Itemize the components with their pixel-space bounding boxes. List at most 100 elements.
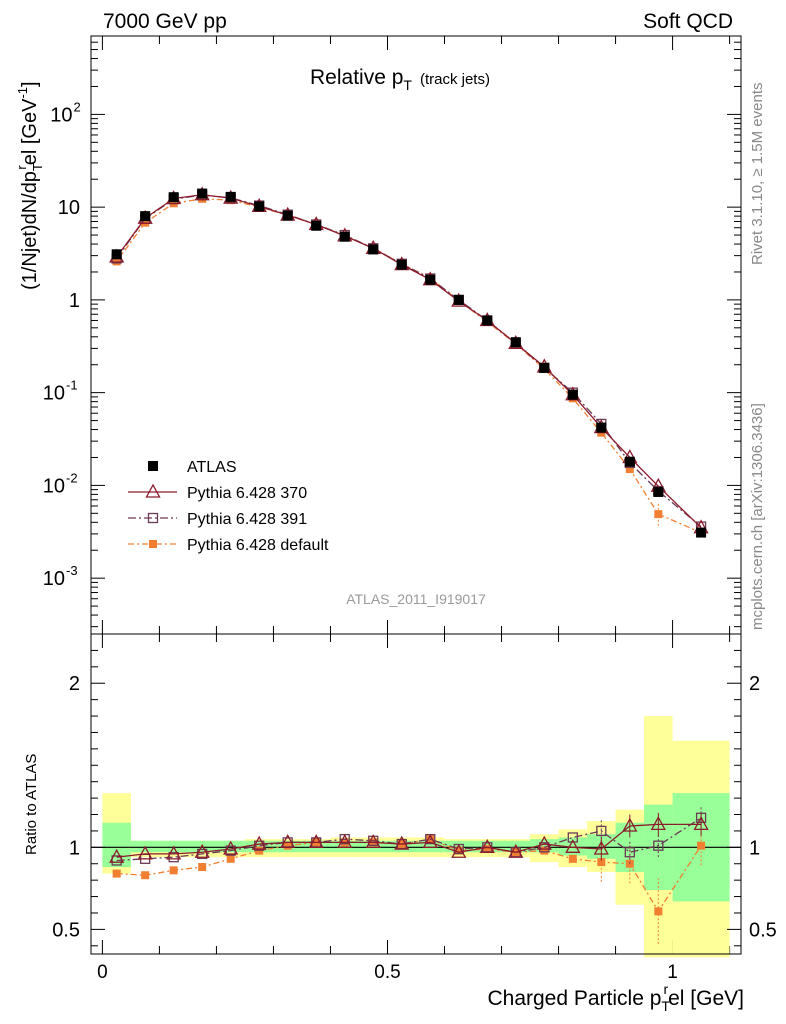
series-pythia-6-428-370 (109, 186, 709, 534)
legend-label: Pythia 6.428 default (187, 537, 329, 554)
uncertainty-band-green (558, 837, 588, 856)
ratio-point (198, 863, 207, 872)
data-point (396, 259, 407, 270)
ratio-point (394, 835, 410, 850)
ratio-point (539, 842, 550, 853)
ratio-y-tick-label-left: 2 (69, 673, 80, 695)
legend-item: Pythia 6.428 391 (128, 511, 307, 528)
ratio-y-label: Ratio to ATLAS (23, 754, 40, 855)
data-point (311, 220, 322, 231)
y-tick-label: 10 (43, 475, 65, 497)
ratio-point (508, 843, 524, 858)
ratio-point (536, 835, 552, 850)
ratio-point (451, 843, 467, 858)
mcplots-label: mcplots.cern.ch [arXiv:1306.3436] (749, 403, 766, 630)
ratio-pythia-6-428-370 (109, 812, 709, 863)
ratio-point (194, 843, 210, 858)
ratio-point (479, 838, 495, 853)
legend-marker (149, 540, 157, 548)
ratio-point (597, 858, 606, 867)
legend-marker (145, 483, 161, 498)
ratio-point (223, 840, 239, 855)
data-point (198, 194, 207, 203)
y-tick-label: 10 (43, 383, 65, 405)
x-tick-label: 0 (97, 962, 108, 983)
ratio-point (111, 855, 122, 866)
ratio-point (141, 871, 150, 880)
uncertainty-band-green (102, 822, 131, 868)
ratio-y-tick-label-left: 0.5 (52, 919, 80, 941)
data-point (225, 191, 236, 202)
ratio-point (166, 845, 182, 860)
data-point (282, 210, 293, 221)
process-label: Soft QCD (643, 10, 733, 33)
ratio-point (653, 840, 664, 851)
y-tick-exponent: -1 (66, 378, 78, 393)
ratio-point (568, 854, 577, 863)
ratio-y-tick-label-right: 1 (749, 837, 760, 859)
y-tick-label: 10 (43, 568, 65, 590)
ratio-point (567, 832, 578, 843)
ratio-frame (90, 633, 742, 955)
data-point (140, 211, 151, 222)
x-tick-label: 0.5 (374, 962, 400, 983)
ratio-point (454, 846, 463, 855)
y-tick-label: 1 (69, 290, 80, 312)
plot-title: Relative pT (track jets) (310, 66, 490, 93)
ratio-point (593, 840, 609, 855)
ratio-point (308, 834, 324, 849)
ratio-point (622, 817, 638, 832)
ratio-line (116, 817, 702, 862)
data-point (482, 315, 493, 326)
ratio-point (109, 848, 125, 863)
analysis-id: ATLAS_2011_I919017 (346, 591, 486, 607)
uncertainty-band-green (330, 840, 359, 853)
ratio-point (168, 852, 179, 863)
ratio-panel: 0 0.5 1 0.5 0.5 1 1 2 2 (52, 633, 777, 983)
data-point (624, 456, 635, 467)
ratio-point (337, 834, 353, 849)
legend-label: Pythia 6.428 391 (187, 511, 307, 528)
legend-marker (147, 512, 159, 524)
data-point (254, 201, 265, 212)
ratio-y-tick-label-left: 1 (69, 837, 80, 859)
data-point (625, 465, 634, 474)
ratio-point (483, 844, 492, 853)
data-point (368, 244, 379, 255)
ratio-point (226, 854, 235, 863)
ratio-point (251, 835, 267, 850)
ratio-point (137, 845, 153, 860)
ratio-pythia-6-428-391 (111, 806, 707, 866)
energy-label: 7000 GeV pp (103, 10, 227, 33)
main-y-label: (1/Njet)dN/dpTrel [GeV-1] (14, 81, 45, 290)
data-point (197, 188, 208, 199)
y-tick-label: 10 (58, 197, 80, 219)
uncertainty-band-green (358, 840, 388, 853)
legend-marker (148, 461, 158, 471)
series-line (116, 198, 702, 534)
ratio-y-tick-label-right: 0.5 (749, 919, 777, 941)
y-tick-label: 10 (50, 104, 72, 126)
ratio-point (422, 834, 438, 849)
ratio-point (112, 869, 121, 878)
ratio-point (169, 866, 178, 875)
data-point (111, 249, 122, 260)
legend-item: Pythia 6.428 default (128, 537, 329, 554)
data-point (510, 337, 521, 348)
legend-label: ATLAS (187, 459, 237, 476)
ratio-point (693, 815, 709, 831)
legend: ATLAS Pythia 6.428 370 Pythia 6.428 391 Pyt… (128, 459, 329, 554)
data-point (654, 510, 663, 519)
data-point (567, 389, 578, 400)
legend-item: ATLAS (148, 459, 237, 476)
rivet-label: Rivet 3.1.10, ≥ 1.5M events (749, 83, 766, 266)
ratio-point (280, 834, 296, 849)
y-tick-exponent: -3 (66, 563, 78, 578)
legend-label: Pythia 6.428 370 (187, 485, 307, 502)
y-tick-exponent: 2 (74, 99, 81, 114)
ratio-point (624, 847, 635, 858)
data-point (539, 362, 550, 373)
x-axis-label: Charged Particle pTrel [GeV] (487, 981, 744, 1014)
series-pythia-6-428-391 (111, 189, 707, 532)
